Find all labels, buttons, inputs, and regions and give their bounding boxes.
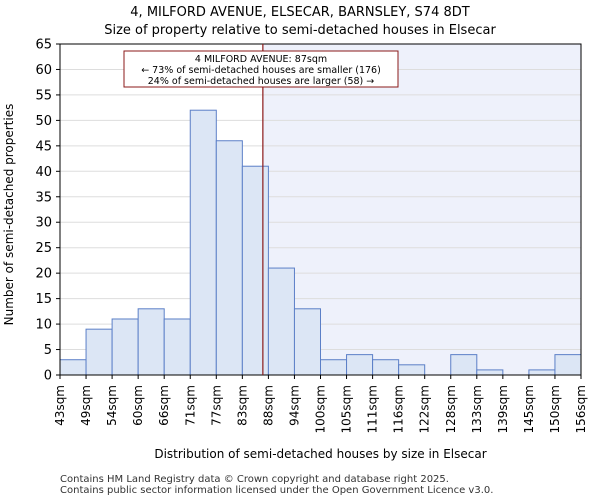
x-tick-label: 100sqm: [314, 385, 328, 433]
bar: [476, 369, 504, 376]
x-tick-label: 77sqm: [209, 385, 223, 426]
x-tick-label: 156sqm: [574, 385, 588, 433]
bar: [293, 308, 322, 376]
y-tick-label: 30: [35, 216, 52, 231]
y-tick-label: 55: [35, 88, 52, 103]
x-tick-label: 139sqm: [496, 385, 510, 433]
attribution-footer: Contains HM Land Registry data © Crown c…: [60, 474, 493, 496]
bar: [346, 354, 374, 376]
bar: [241, 165, 269, 376]
x-tick-label: 145sqm: [522, 385, 536, 433]
bars: [59, 109, 582, 376]
x-tick-label: 111sqm: [366, 385, 380, 433]
annotation-box: 4 MILFORD AVENUE: 87sqm ← 73% of semi-de…: [123, 50, 399, 88]
x-tick-label: 105sqm: [340, 385, 354, 433]
annotation-border: [123, 50, 399, 88]
footer-line-2: Contains public sector information licen…: [60, 485, 494, 496]
bar: [85, 328, 113, 376]
x-tick-label: 150sqm: [548, 385, 562, 433]
title-line-1: 4, MILFORD AVENUE, ELSECAR, BARNSLEY, S7…: [130, 5, 470, 20]
bar: [554, 354, 582, 376]
gridlines: [60, 43, 581, 376]
annotation-line-1: 4 MILFORD AVENUE: 87sqm: [195, 54, 327, 65]
footer-line-1: Contains HM Land Registry data © Crown c…: [60, 474, 449, 485]
x-tick-label: 54sqm: [105, 385, 119, 426]
y-tick-label: 0: [44, 369, 52, 384]
x-axis-label: Distribution of semi-detached houses by …: [154, 447, 486, 461]
bar: [528, 369, 556, 376]
bar: [215, 140, 243, 376]
x-tick-label: 122sqm: [418, 385, 432, 433]
x-tick-label: 88sqm: [261, 385, 275, 426]
bar: [320, 359, 348, 376]
x-tick-label: 128sqm: [444, 385, 458, 433]
x-tick-label: 94sqm: [287, 385, 301, 426]
x-tick-label: 49sqm: [79, 385, 93, 426]
x-axis-ticks: 43sqm 49sqm 54sqm 60sqm 66sqm 71sqm 77sqm 83sqm…: [53, 375, 588, 433]
y-tick-label: 45: [35, 139, 52, 154]
annotation-line-3: 24% of semi-detached houses are larger (…: [148, 76, 375, 87]
x-tick-label: 71sqm: [183, 385, 197, 426]
y-tick-label: 60: [35, 63, 52, 78]
y-tick-label: 15: [35, 292, 52, 307]
bar: [450, 354, 478, 376]
bar: [267, 267, 295, 376]
x-tick-label: 133sqm: [470, 385, 484, 433]
bar: [398, 364, 426, 376]
y-tick-label: 65: [35, 38, 52, 53]
x-tick-label: 43sqm: [53, 385, 67, 426]
bar: [111, 318, 139, 376]
y-tick-label: 40: [35, 165, 52, 180]
bar: [189, 109, 217, 376]
chart-title: 4, MILFORD AVENUE, ELSECAR, BARNSLEY, S7…: [0, 4, 600, 40]
y-tick-label: 50: [35, 114, 52, 129]
x-tick-label: 60sqm: [131, 385, 145, 426]
annotation-line-2: ← 73% of semi-detached houses are smalle…: [141, 65, 381, 76]
y-tick-label: 35: [35, 190, 52, 205]
x-tick-label: 83sqm: [235, 385, 249, 426]
y-axis-label: Number of semi-detached properties: [2, 104, 16, 326]
bar: [372, 359, 400, 376]
y-axis-ticks: 0 5 10 15 20 25 30 35 40 45 50 55 60 65: [35, 38, 60, 384]
y-tick-label: 5: [44, 343, 52, 358]
y-tick-label: 10: [35, 318, 52, 333]
title-line-2: Size of property relative to semi-detach…: [104, 23, 496, 38]
bar: [59, 359, 87, 376]
x-tick-label: 116sqm: [392, 385, 406, 433]
x-tick-label: 66sqm: [157, 385, 171, 426]
bar: [163, 318, 191, 376]
bar: [137, 308, 165, 376]
y-tick-label: 20: [35, 267, 52, 282]
y-tick-label: 25: [35, 241, 52, 256]
